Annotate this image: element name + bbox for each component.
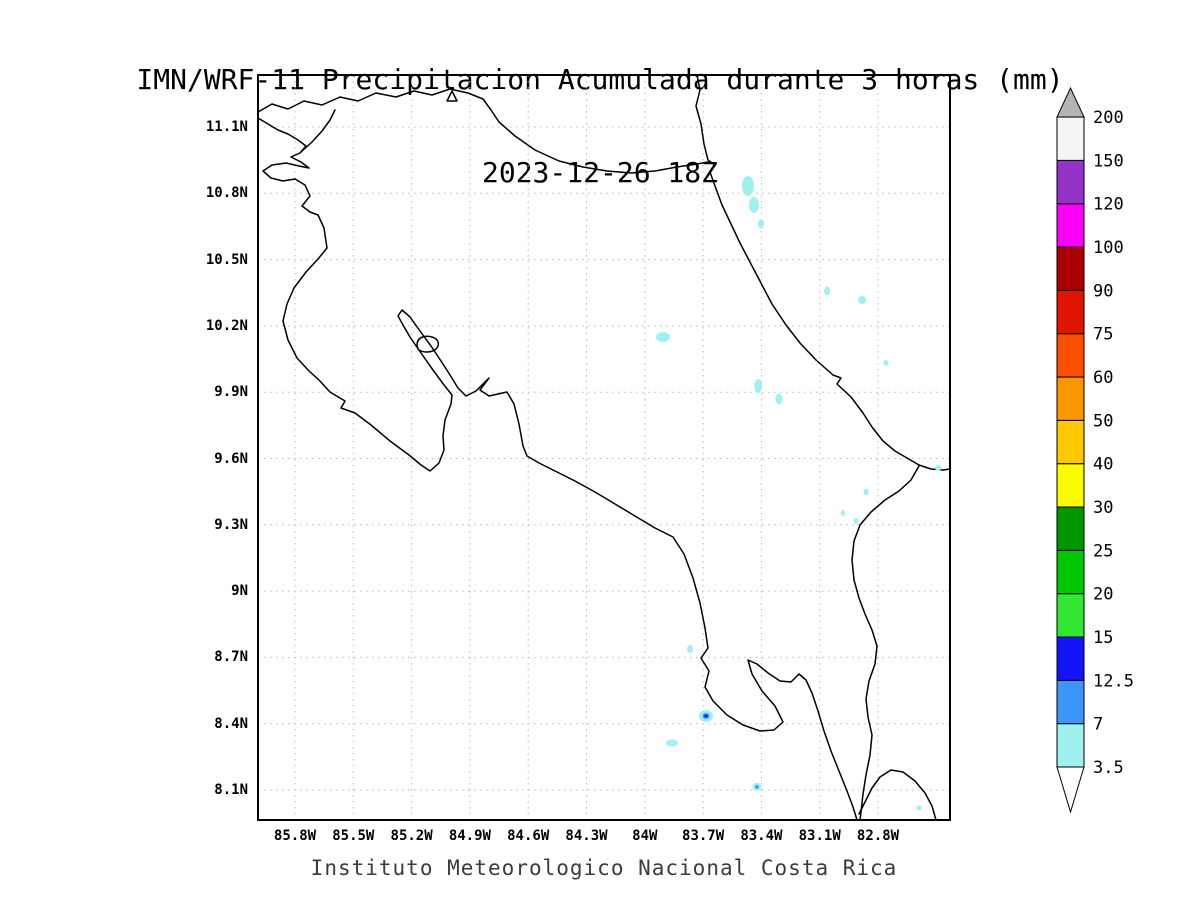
lat-tick-label: 8.4N (214, 715, 248, 732)
lon-tick-label: 85.5W (332, 828, 375, 844)
colorbar-label: 40 (1093, 455, 1113, 475)
colorbar-label: 60 (1093, 368, 1113, 388)
precip-patch (749, 197, 760, 214)
precip-patch (741, 176, 754, 197)
precip-patch (687, 645, 694, 654)
colorbar-below-triangle (1056, 766, 1085, 814)
precipitation-patches (656, 176, 942, 811)
precip-patch (824, 286, 831, 296)
colorbar-segment (1056, 246, 1085, 291)
precip-patch (754, 379, 763, 394)
colorbar-label: 200 (1093, 108, 1124, 128)
colorbar-segment (1056, 636, 1085, 681)
lat-tick-label: 8.1N (214, 782, 248, 798)
lat-tick-label: 10.8N (205, 185, 248, 202)
precip-patch (916, 805, 922, 811)
coastline-caribbean (695, 75, 950, 471)
colorbar-label: 120 (1093, 195, 1124, 215)
lake-island (446, 90, 458, 102)
lon-tick-label: 84W (632, 828, 658, 844)
colorbar-segment (1056, 679, 1085, 725)
coastline-group (258, 75, 950, 820)
colorbar-segment (1056, 376, 1085, 421)
precip-patch (853, 518, 859, 525)
colorbar-label: 12.5 (1093, 671, 1134, 691)
lat-tick-label: 10.2N (205, 317, 248, 334)
isla-chira (416, 335, 440, 353)
precip-patch (758, 219, 765, 229)
colorbar-label: 7 (1093, 715, 1103, 735)
precip-patch (704, 714, 708, 718)
colorbar-segment (1056, 419, 1085, 465)
lat-tick-label: 9N (231, 583, 248, 600)
precip-patch (863, 488, 869, 496)
colorbar-segment (1056, 549, 1085, 595)
colorbar-segment (1056, 506, 1085, 551)
precip-patch (841, 510, 846, 517)
lon-tick-label: 84.9W (448, 828, 491, 844)
colorbar-segment (1056, 593, 1085, 638)
lon-tick-label: 84.6W (507, 828, 550, 844)
chart-title-block: IMN/WRF-11 Precipitacion Acumulada duran… (0, 2, 1200, 250)
plot-frame (257, 74, 951, 821)
colorbar-label: 25 (1093, 541, 1113, 561)
colorbar-segment (1056, 203, 1085, 248)
colorbar-segment (1056, 723, 1085, 768)
lon-tick-label: 85.8W (273, 828, 317, 844)
lon-tick-label: 85.2W (390, 828, 433, 844)
chart-title: IMN/WRF-11 Precipitacion Acumulada duran… (136, 63, 1064, 96)
lat-tick-label: 10.5N (205, 251, 248, 268)
lat-tick-label: 11.1N (205, 119, 248, 135)
lat-tick-label: 9.3N (214, 516, 248, 533)
precip-patch (755, 785, 759, 789)
colorbar-label: 30 (1093, 498, 1113, 518)
lat-tick-label: 9.9N (214, 384, 248, 401)
colorbar-label: 150 (1093, 151, 1124, 171)
lon-tick-label: 82.8W (856, 828, 900, 844)
colorbar-label: 3.5 (1093, 758, 1124, 778)
colorbar-label: 50 (1093, 411, 1113, 431)
colorbar-segment (1056, 116, 1085, 161)
lon-tick-label: 83.4W (740, 828, 783, 844)
lat-tick-label: 8.7N (214, 649, 248, 666)
lon-tick-label: 84.3W (565, 828, 608, 844)
lat-tick-label: 9.6N (214, 450, 248, 467)
colorbar-segment (1056, 159, 1085, 205)
precip-patch (883, 360, 889, 367)
precip-patch (775, 393, 783, 405)
precip-patch (656, 331, 671, 342)
colorbar-label: 20 (1093, 585, 1113, 605)
chart-subtitle: 2023-12-26 18Z (481, 156, 718, 189)
colorbar-segment (1056, 289, 1085, 335)
colorbar-label: 90 (1093, 281, 1113, 301)
border-panama (851, 465, 920, 820)
precip-patch (666, 739, 679, 747)
grid-lines (258, 75, 950, 820)
precip-patch (935, 465, 942, 472)
footer-caption: Instituto Meteorologico Nacional Costa R… (310, 856, 898, 880)
coastline-pacific (258, 117, 858, 820)
precip-patch (858, 296, 867, 305)
colorbar: 3.5 7 12.5 15 20 25 30 40 50 60 75 90 100 120 150 200 (1056, 86, 1134, 814)
colorbar-label: 15 (1093, 628, 1113, 648)
colorbar-above-triangle (1056, 86, 1085, 118)
lon-tick-label: 83.7W (682, 828, 725, 844)
colorbar-segment (1056, 333, 1085, 378)
colorbar-label: 75 (1093, 325, 1113, 345)
colorbar-segment (1056, 463, 1085, 508)
lon-tick-label: 83.1W (798, 828, 841, 844)
coast-burica-east (858, 769, 937, 820)
colorbar-label: 100 (1093, 238, 1124, 258)
lake-nicaragua-shore (258, 88, 709, 174)
border-nicaragua (300, 109, 336, 153)
